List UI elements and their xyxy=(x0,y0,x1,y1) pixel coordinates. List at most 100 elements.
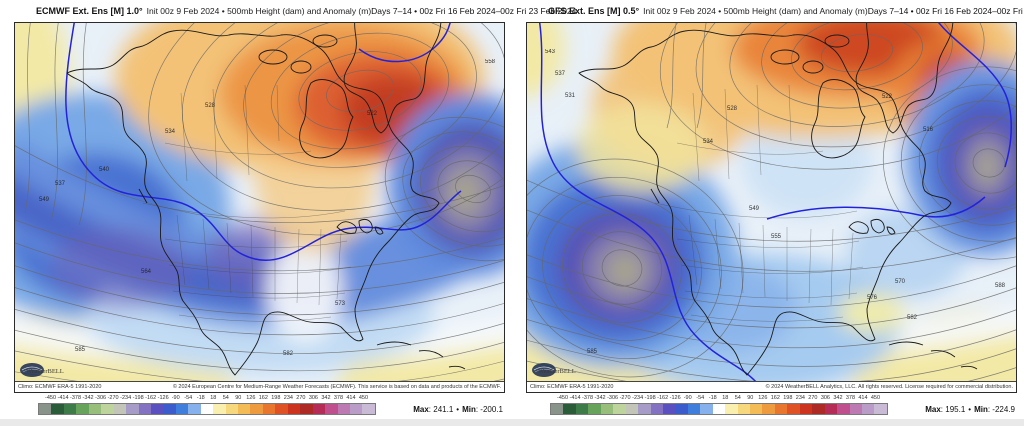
legend-tick: -234 xyxy=(120,395,132,401)
legend-swatch xyxy=(63,404,77,414)
540-dam-contour xyxy=(538,23,1012,381)
svg-text:531: 531 xyxy=(565,93,576,99)
legend-swatch xyxy=(588,404,601,414)
legend-tick: -450 xyxy=(45,395,57,401)
legend-tick: 378 xyxy=(845,395,856,401)
init-and-field: Init 00z 9 Feb 2024 • 500mb Height (dam)… xyxy=(146,6,372,16)
titlebar-ecmwf: ECMWF Ext. Ens [M] 1.0° Init 00z 9 Feb 2… xyxy=(14,0,576,22)
legend-swatch xyxy=(725,404,738,414)
legend-swatch xyxy=(188,404,201,414)
legend-swatch xyxy=(861,404,875,414)
svg-text:582: 582 xyxy=(283,351,294,357)
anomaly-map-ecmwf: 540 549 537 534 528 522 558 564 573 582 … xyxy=(15,23,504,381)
copyright-note: © 2024 WeatherBELL Analytics, LLC. All r… xyxy=(765,384,1013,390)
legend-swatch xyxy=(238,404,251,414)
legend-swatch xyxy=(312,404,326,414)
climo-note: Climo: ECMWF ERA-5 1991-2020 xyxy=(18,384,102,390)
legend-tick: -54 xyxy=(696,395,705,401)
540-dam-contour xyxy=(65,23,462,261)
legend-tick: -162 xyxy=(657,395,669,401)
legend-tick: 198 xyxy=(271,395,281,401)
legend-tick: 54 xyxy=(222,395,229,401)
maxmin-stats: Max: 195.1 • Min: -224.9 xyxy=(925,405,1015,414)
legend-swatch xyxy=(51,404,64,414)
svg-text:585: 585 xyxy=(75,347,86,353)
legend-tick: 270 xyxy=(808,395,818,401)
legend-tick: -414 xyxy=(569,395,581,401)
legend-swatch xyxy=(849,404,862,414)
legend-tick: -198 xyxy=(644,395,656,401)
legend-tick: 306 xyxy=(820,395,830,401)
svg-text:558: 558 xyxy=(485,59,496,65)
legend-swatch xyxy=(362,404,375,414)
legend-colorbar xyxy=(38,403,376,415)
legend-tick: -18 xyxy=(196,395,205,401)
attribution-bar: Climo: ECMWF ERA-5 1991-2020 © 2024 Euro… xyxy=(15,381,504,392)
legend-swatch xyxy=(762,404,775,414)
legend-swatch xyxy=(600,404,614,414)
legend-tick: 342 xyxy=(833,395,843,401)
weatherbell-logo: WeatherBELL xyxy=(20,363,64,377)
legend-swatch xyxy=(750,404,763,414)
legend-tick: 90 xyxy=(235,395,242,401)
model-name: ECMWF Ext. Ens [M] 1.0° xyxy=(36,6,143,16)
legend-tick: 378 xyxy=(333,395,344,401)
legend-tick: -198 xyxy=(132,395,144,401)
legend-swatch xyxy=(262,404,276,414)
svg-text:516: 516 xyxy=(923,127,934,133)
svg-text:573: 573 xyxy=(335,301,346,307)
page-footer-strip xyxy=(0,419,1024,426)
legend-colorbar xyxy=(550,403,888,415)
svg-text:537: 537 xyxy=(55,181,66,187)
legend-tick: 450 xyxy=(870,395,881,401)
legend-swatch xyxy=(687,404,701,414)
legend-tick: -342 xyxy=(82,395,94,401)
legend-tick: 306 xyxy=(308,395,318,401)
anomaly-color-field xyxy=(527,23,1016,381)
svg-text:582: 582 xyxy=(907,315,918,321)
copyright-note: © 2024 European Centre for Medium-Range … xyxy=(172,384,501,390)
valid-range: Days 7–14 • 00z Fri 16 Feb 2024–00z Fri … xyxy=(867,6,1024,16)
legend-tick: -126 xyxy=(157,395,169,401)
svg-text:522: 522 xyxy=(882,94,893,100)
svg-text:570: 570 xyxy=(895,279,906,285)
svg-text:522: 522 xyxy=(367,111,378,117)
legend-tick: 162 xyxy=(770,395,780,401)
svg-text:540: 540 xyxy=(99,167,110,173)
legend-swatch xyxy=(837,404,850,414)
legend-swatch xyxy=(88,404,102,414)
height-contours xyxy=(527,23,1016,381)
map-ecmwf: 540 549 537 534 528 522 558 564 573 582 … xyxy=(14,22,505,393)
legend-swatch xyxy=(39,404,52,414)
legend-swatch xyxy=(874,404,887,414)
legend-swatch xyxy=(662,404,676,414)
legend-tick: 450 xyxy=(358,395,369,401)
attribution-bar: Climo: ECMWF ERA-5 1991-2020 © 2024 Weat… xyxy=(527,381,1016,392)
legend-swatch xyxy=(625,404,639,414)
legend-swatch xyxy=(650,404,663,414)
legend-swatch xyxy=(300,404,313,414)
legend-tick: 234 xyxy=(283,395,293,401)
valid-range: Days 7–14 • 00z Fri 16 Feb 2024–00z Fri … xyxy=(371,6,577,16)
legend-swatch xyxy=(712,404,726,414)
legend-tick: 126 xyxy=(246,395,256,401)
legend-tick: 234 xyxy=(795,395,805,401)
legend-swatch xyxy=(774,404,788,414)
legend-swatch xyxy=(675,404,688,414)
legend-tick: 90 xyxy=(747,395,754,401)
legend-tick: -378 xyxy=(70,395,82,401)
legend-tick: 54 xyxy=(734,395,741,401)
contour-labels: 540 549 537 534 528 522 558 564 573 582 … xyxy=(39,59,496,357)
legend-ticks: -450 -414 -378 -342 -306 -270 -234 -198 -162 -126… xyxy=(38,395,376,402)
weatherbell-logo: WeatherBELL xyxy=(532,363,576,377)
svg-text:534: 534 xyxy=(703,139,714,145)
legend-swatch xyxy=(613,404,626,414)
legend-tick: -450 xyxy=(557,395,569,401)
legend-swatch xyxy=(138,404,151,414)
legend-swatch xyxy=(737,404,750,414)
legend-tick: 414 xyxy=(858,395,868,401)
legend-tick: -54 xyxy=(184,395,193,401)
legend-tick: -90 xyxy=(171,395,180,401)
svg-text:528: 528 xyxy=(205,103,216,109)
